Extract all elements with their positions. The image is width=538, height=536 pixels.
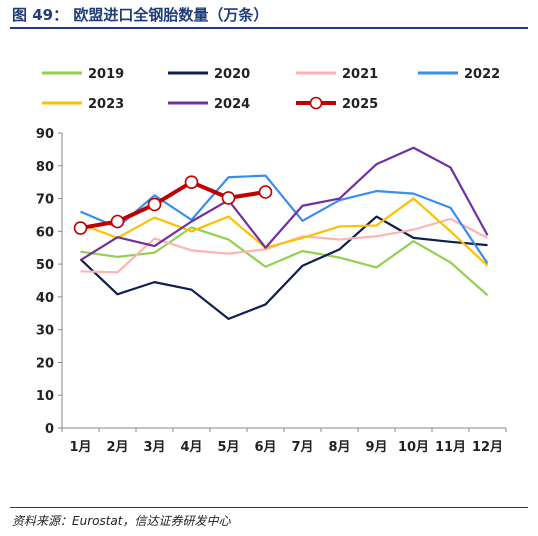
legend-label-2020: 2020	[214, 67, 250, 82]
series-line-2023	[80, 197, 489, 267]
series-line-2024	[79, 146, 489, 262]
y-tick-label: 0	[45, 422, 54, 437]
x-tick-label: 5月	[217, 440, 239, 455]
series-lines	[73, 146, 489, 320]
x-tick-label: 3月	[143, 440, 165, 455]
axes: 0 10 20 30 40 50 60 70 80 90 1月 2月 3月 4月 5月 6月 7月 8月 9月 10月…	[36, 127, 507, 455]
data-point-2025	[184, 175, 199, 189]
series-line-2019	[80, 226, 489, 297]
data-point-2025	[73, 221, 88, 235]
y-tick-label: 20	[36, 356, 54, 371]
x-tick-label: 4月	[180, 440, 202, 455]
legend: 2019 2020 2021 2022 2023 2024 2025	[42, 67, 500, 112]
y-tick-label: 50	[36, 258, 54, 273]
y-tick-label: 40	[36, 291, 54, 306]
source-note: 资料来源：Eurostat，信达证券研发中心	[12, 514, 231, 528]
legend-label-2021: 2021	[342, 67, 378, 82]
legend-label-2019: 2019	[88, 67, 124, 82]
x-tick-label: 11月	[435, 440, 466, 455]
x-tick-label: 10月	[398, 440, 429, 455]
y-tick-label: 10	[36, 389, 54, 404]
series-line-2025	[80, 180, 266, 231]
x-tick-label: 2月	[106, 440, 128, 455]
x-tick-label: 7月	[291, 440, 313, 455]
x-tick-label: 8月	[328, 440, 350, 455]
series-line-2022	[80, 174, 489, 265]
series-line-2020	[79, 215, 488, 320]
data-point-2025	[147, 197, 162, 212]
y-tick-label: 30	[36, 324, 54, 339]
y-tick-label: 90	[36, 127, 54, 142]
data-point-2025	[221, 191, 236, 205]
legend-marker-2025	[309, 96, 323, 110]
x-tick-label: 6月	[254, 440, 276, 455]
y-tick-label: 70	[36, 193, 54, 208]
data-point-2025	[110, 214, 125, 229]
source-rule	[10, 507, 528, 508]
title-rule	[10, 27, 528, 29]
legend-label-2025: 2025	[342, 97, 378, 112]
legend-label-2022: 2022	[464, 67, 500, 82]
x-tick-label: 9月	[365, 440, 387, 455]
y-tick-label: 80	[36, 160, 54, 175]
chart-title: 图 49： 欧盟进口全钢胎数量（万条）	[12, 6, 269, 24]
x-tick-label: 12月	[472, 440, 503, 455]
x-tick-label: 1月	[69, 440, 91, 455]
legend-label-2024: 2024	[214, 97, 250, 112]
y-tick-label: 60	[36, 225, 54, 240]
legend-label-2023: 2023	[88, 97, 124, 112]
data-point-2025	[258, 185, 273, 199]
